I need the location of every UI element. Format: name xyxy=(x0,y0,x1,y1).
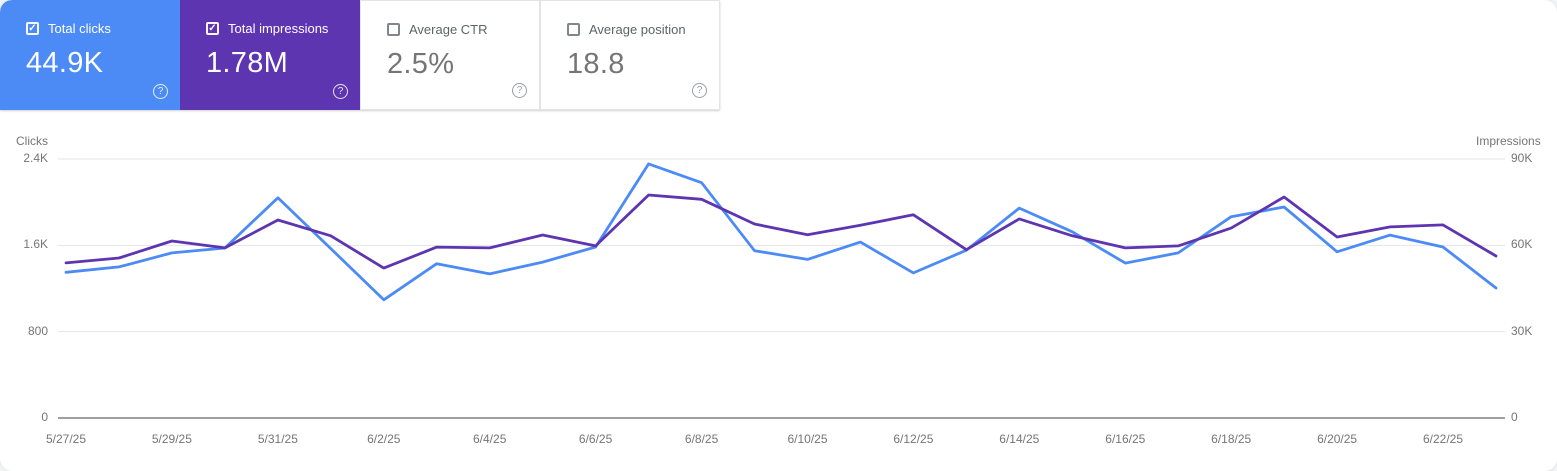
checkmark-icon: ✓ xyxy=(208,22,217,34)
help-icon[interactable]: ? xyxy=(692,83,707,98)
gridlines xyxy=(58,158,1505,419)
x-axis-label: 6/12/25 xyxy=(893,432,934,446)
card-header: Average CTR xyxy=(387,22,525,37)
help-icon[interactable]: ? xyxy=(333,84,348,99)
average-ctr-card[interactable]: Average CTR 2.5% ? xyxy=(360,0,540,110)
x-axis-label: 6/16/25 xyxy=(1105,432,1146,446)
checkmark-icon: ✓ xyxy=(28,22,37,34)
average-position-value: 18.8 xyxy=(567,48,625,80)
average-ctr-checkbox[interactable] xyxy=(387,23,400,36)
left-axis-tick: 2.4K xyxy=(23,151,48,165)
x-axis-label: 6/4/25 xyxy=(473,432,507,446)
average-position-card[interactable]: Average position 18.8 ? xyxy=(540,0,720,110)
total-clicks-label: Total clicks xyxy=(48,21,111,36)
left-axis-title: Clicks xyxy=(16,134,48,148)
right-axis-tick: 30K xyxy=(1511,323,1533,338)
card-header: Average position xyxy=(567,22,705,37)
x-axis-label: 6/14/25 xyxy=(999,432,1040,446)
x-axis-label: 6/20/25 xyxy=(1317,432,1358,446)
right-axis-tick: 60K xyxy=(1511,237,1533,252)
x-axis-label: 6/6/25 xyxy=(578,432,613,446)
left-axis-tick: 800 xyxy=(27,323,48,338)
x-axis-label: 6/2/25 xyxy=(367,432,401,446)
total-impressions-checkbox[interactable]: ✓ xyxy=(206,22,219,35)
average-ctr-label: Average CTR xyxy=(409,22,488,37)
total-impressions-card[interactable]: ✓ Total impressions 1.78M ? xyxy=(180,0,360,110)
right-axis-title: Impressions xyxy=(1476,134,1541,148)
card-header: ✓ Total clicks xyxy=(26,21,166,36)
x-axis-label: 6/10/25 xyxy=(787,432,828,446)
x-axis-label: 6/18/25 xyxy=(1211,432,1252,446)
x-axis-label: 6/22/25 xyxy=(1422,432,1464,446)
right-axis-tick: 90K xyxy=(1511,151,1533,165)
impressions-line xyxy=(64,193,1498,270)
average-position-label: Average position xyxy=(589,22,686,37)
right-axis-tick: 0 xyxy=(1511,410,1518,424)
card-header: ✓ Total impressions xyxy=(206,21,346,36)
x-axis-label: 5/27/25 xyxy=(45,432,87,446)
help-icon[interactable]: ? xyxy=(512,83,527,98)
clicks-line xyxy=(64,162,1498,302)
average-ctr-value: 2.5% xyxy=(387,48,455,80)
average-position-checkbox[interactable] xyxy=(567,23,580,36)
help-icon[interactable]: ? xyxy=(153,84,168,99)
total-clicks-value: 44.9K xyxy=(26,47,104,79)
total-impressions-label: Total impressions xyxy=(228,21,329,36)
total-clicks-card[interactable]: ✓ Total clicks 44.9K ? xyxy=(0,0,180,110)
x-axis-label: 6/8/25 xyxy=(684,432,719,446)
total-impressions-value: 1.78M xyxy=(206,47,289,79)
left-axis-tick: 1.6K xyxy=(23,237,48,252)
x-axis-label: 5/29/25 xyxy=(151,432,192,446)
total-clicks-checkbox[interactable]: ✓ xyxy=(26,22,39,35)
x-axis-label: 5/31/25 xyxy=(257,432,298,446)
metric-cards-row: ✓ Total clicks 44.9K ? ✓ Total impressio… xyxy=(0,0,720,110)
left-axis-tick: 0 xyxy=(41,410,48,424)
